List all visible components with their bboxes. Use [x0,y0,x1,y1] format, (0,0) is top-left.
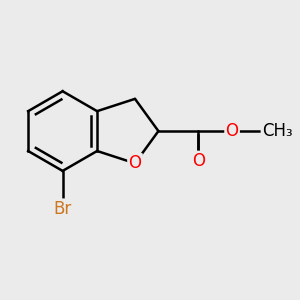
Text: Br: Br [53,200,72,218]
Text: O: O [226,122,238,140]
Text: O: O [192,152,205,170]
Text: O: O [128,154,142,172]
Text: CH₃: CH₃ [262,122,292,140]
